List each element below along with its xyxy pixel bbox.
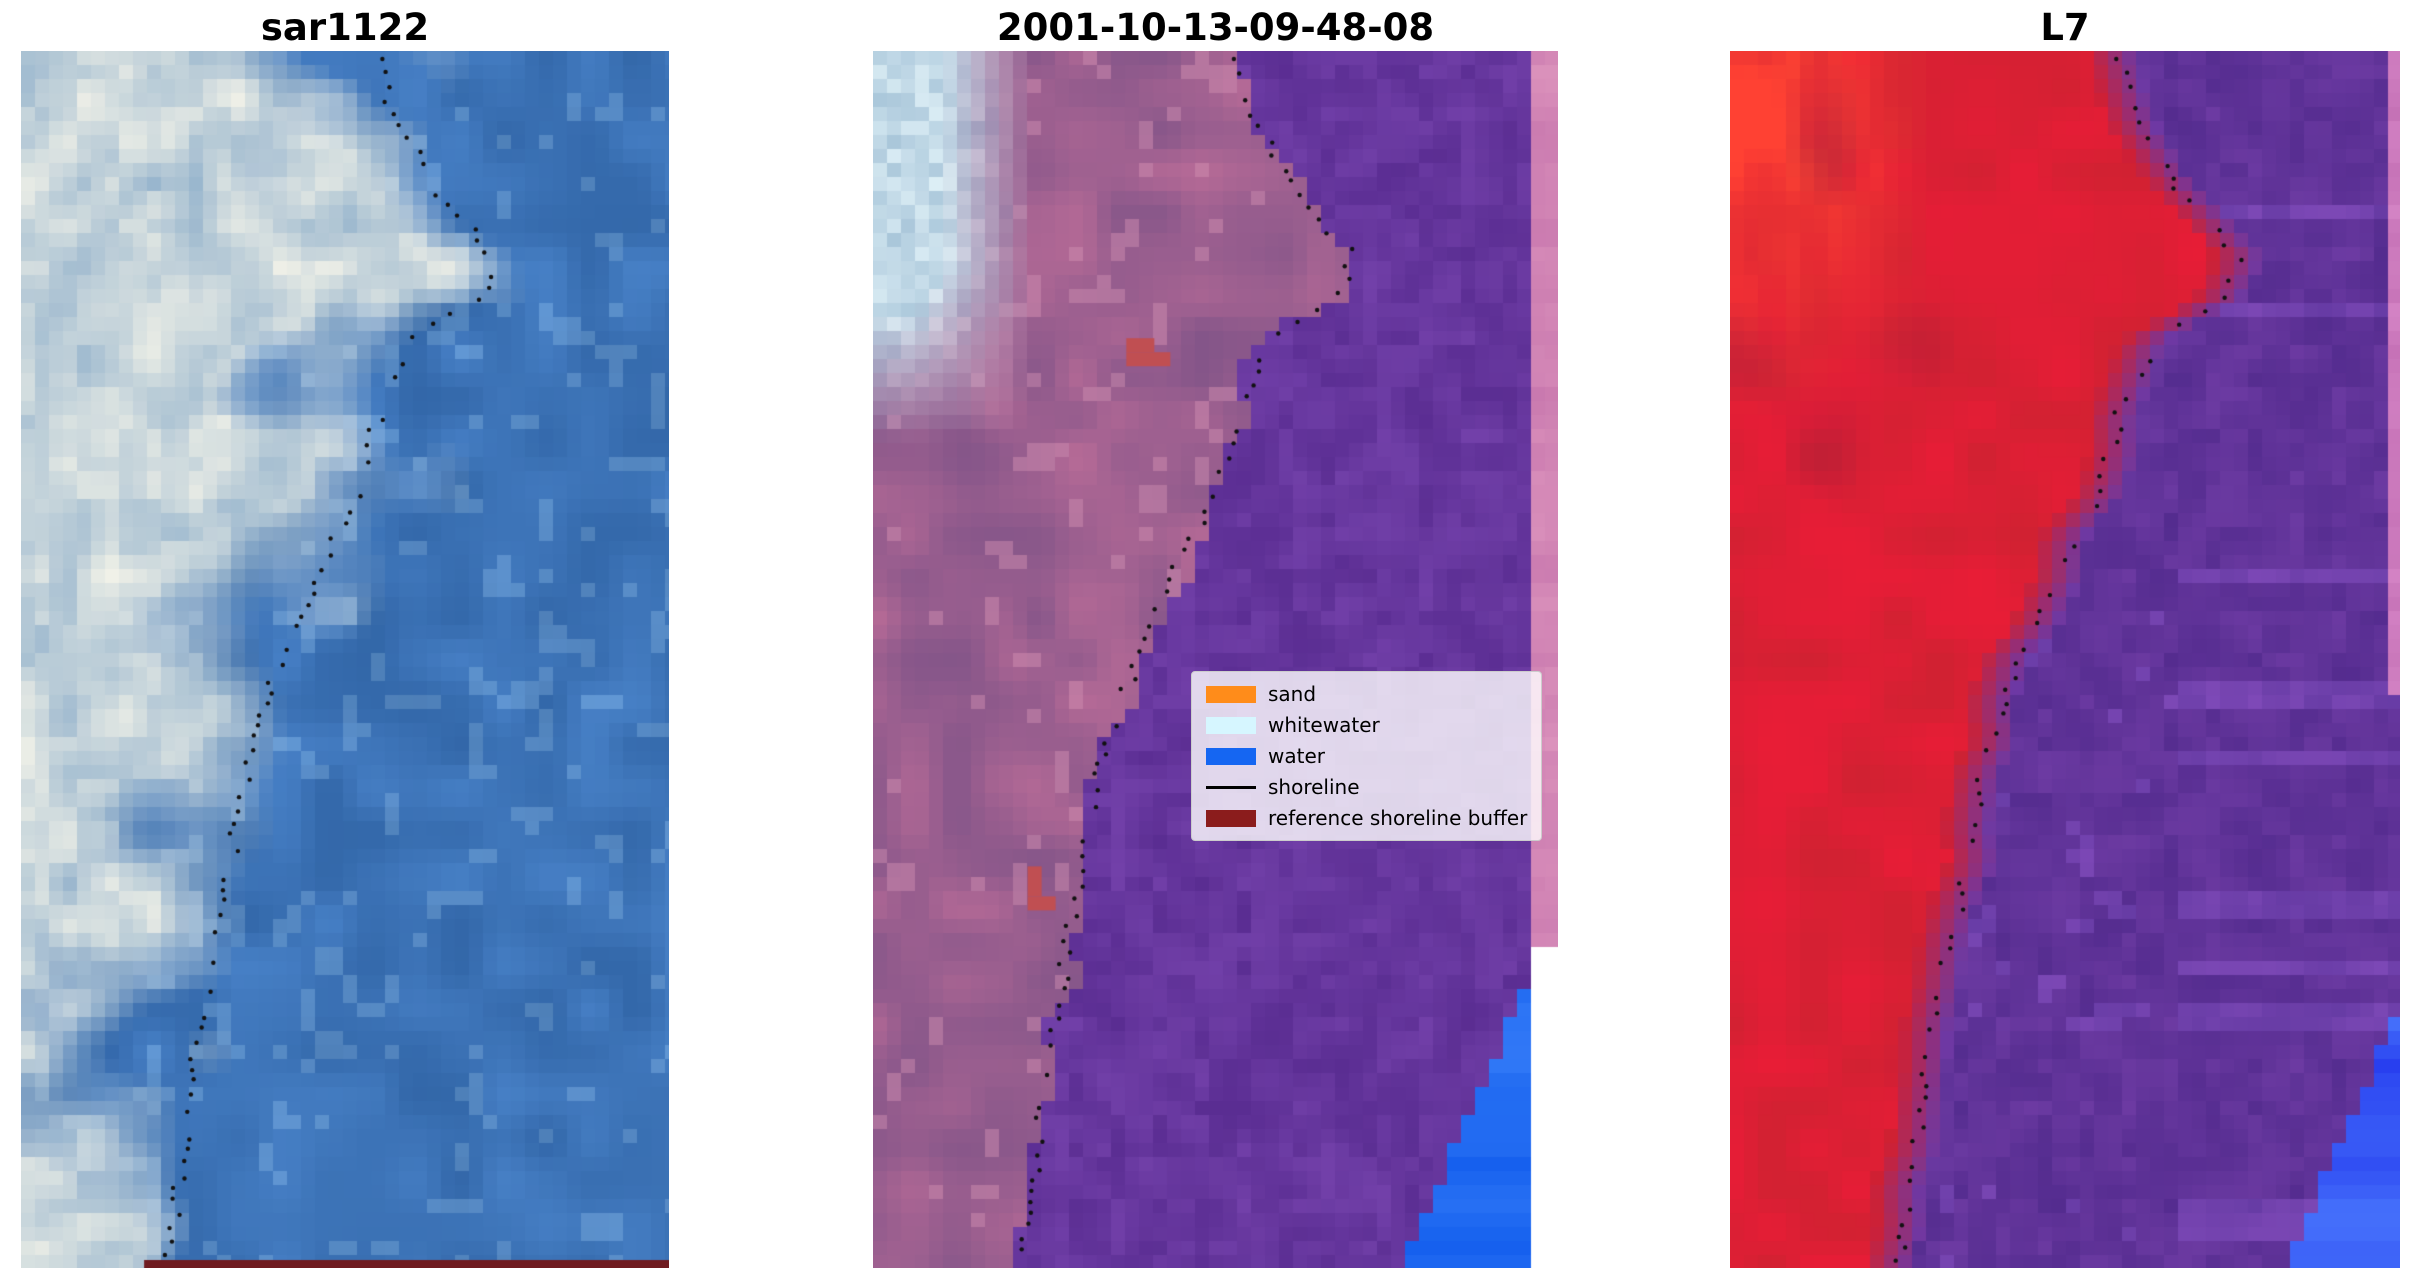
water-swatch [1206,747,1256,765]
sand-swatch [1206,685,1256,703]
legend-label-water: water [1268,744,1325,768]
shoreline-swatch [1206,785,1256,789]
panel-title-sar1122: sar1122 [260,6,430,49]
panel-classified: 2001-10-13-09-48-08 sand whitewater wate… [873,4,1558,1268]
legend-item-sand: sand [1206,682,1527,706]
reference-shoreline-buffer-swatch [1206,809,1256,827]
legend-label-shoreline: shoreline [1268,775,1360,799]
panel-title-l7: L7 [2040,6,2090,49]
classified-image [873,51,1558,1268]
panel-l7: L7 [1730,4,2400,1268]
sar1122-image [21,51,669,1268]
legend-item-whitewater: whitewater [1206,713,1527,737]
legend-label-whitewater: whitewater [1268,713,1380,737]
legend-label-sand: sand [1268,682,1317,706]
legend-item-shoreline: shoreline [1206,775,1527,799]
panel-title-classified: 2001-10-13-09-48-08 [996,6,1435,49]
legend-item-reference-shoreline-buffer: reference shoreline buffer [1206,806,1527,830]
legend: sand whitewater water shoreline referenc… [1191,671,1543,841]
l7-image [1730,51,2400,1268]
legend-label-reference-shoreline-buffer: reference shoreline buffer [1268,806,1528,830]
whitewater-swatch [1206,716,1256,734]
legend-item-water: water [1206,744,1527,768]
panel-sar1122: sar1122 [21,4,669,1268]
